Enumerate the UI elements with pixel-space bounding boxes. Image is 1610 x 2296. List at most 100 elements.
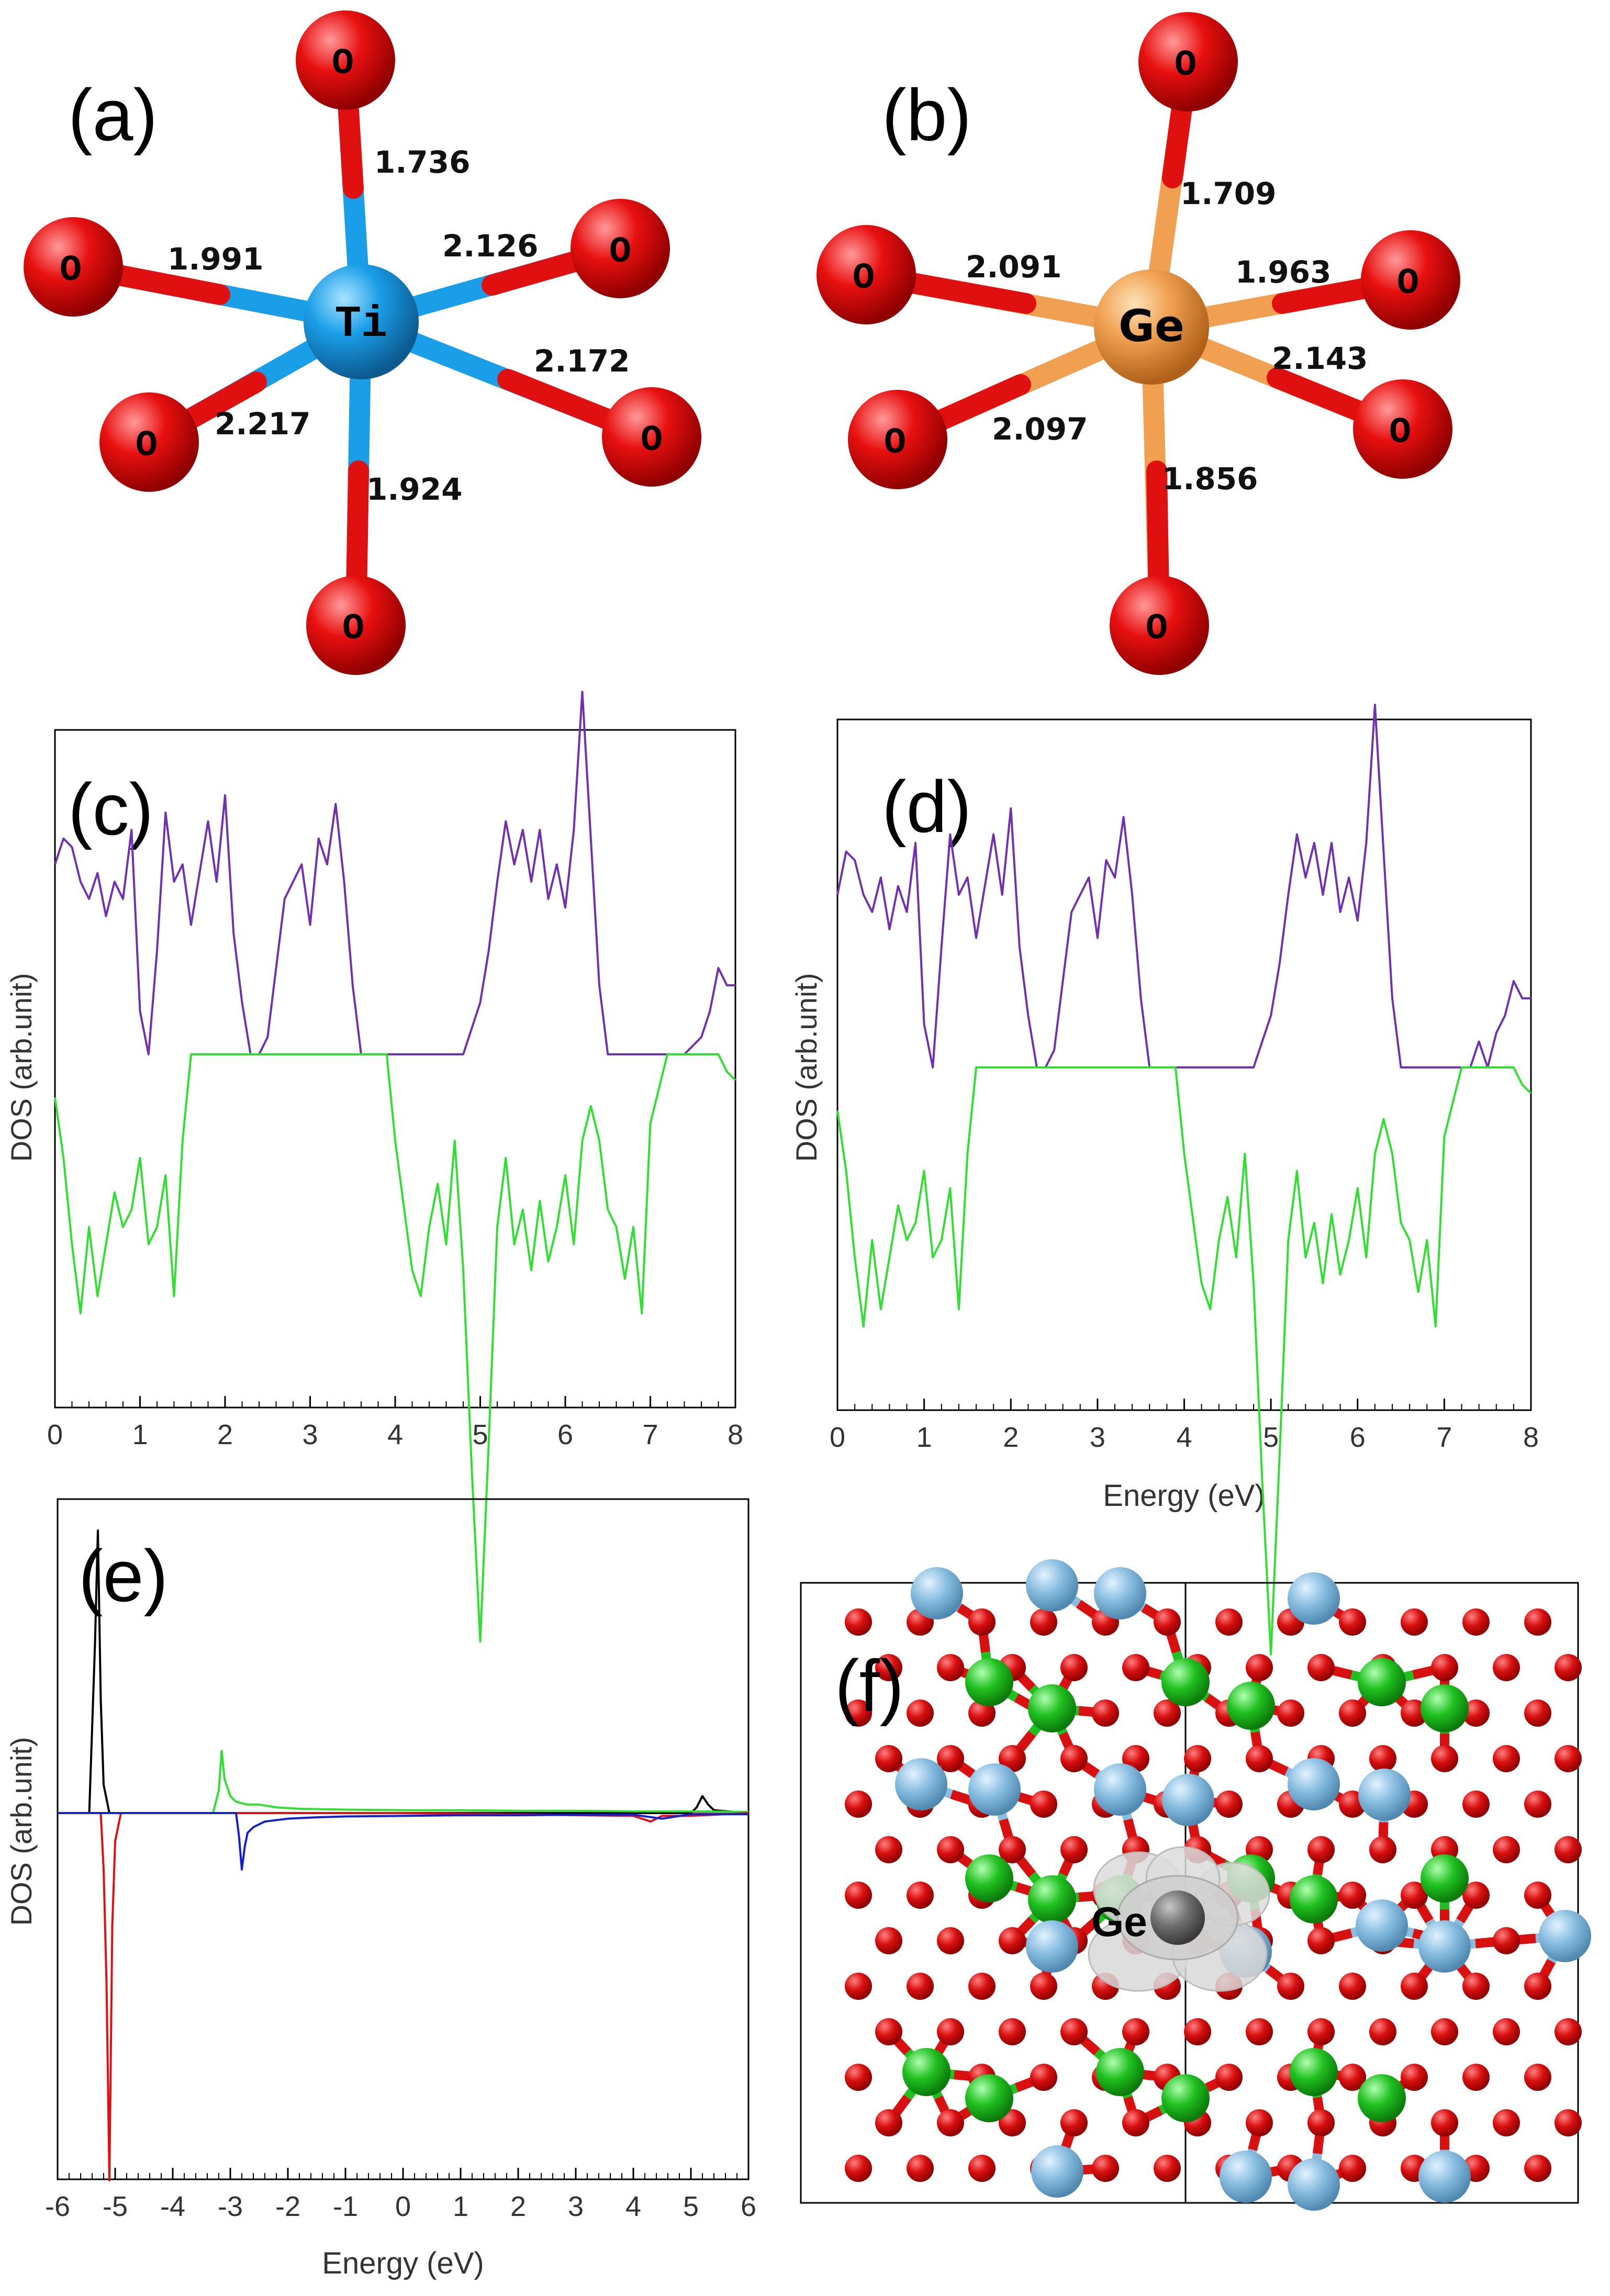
oxygen-atom	[1462, 1973, 1490, 2000]
oxygen-atom	[1092, 2155, 1119, 2182]
titanium-atom	[1356, 1899, 1408, 1952]
y-axis-label: DOS (arb.unit)	[5, 1737, 38, 1926]
oxygen-atom: O	[602, 387, 701, 487]
oxygen-atom	[875, 1745, 902, 1772]
svg-text:Ti: Ti	[335, 300, 388, 350]
oxygen-atom	[937, 1745, 964, 1772]
oxygen-atom	[1215, 1791, 1243, 1818]
oxygen-atom	[907, 1973, 934, 2000]
panel-a-atoms: O O O O O O Ti	[24, 10, 701, 675]
x-tick-label: 1	[132, 1419, 148, 1450]
x-tick-label: 5	[683, 2191, 699, 2222]
oxygen-atom	[1369, 2018, 1396, 2045]
green-cation-atom	[965, 1658, 1013, 1706]
oxygen-atom	[845, 1882, 872, 1909]
oxygen-atom	[1246, 1745, 1273, 1772]
oxygen-atom	[845, 2064, 872, 2091]
oxygen-atom: O	[1361, 230, 1460, 330]
oxygen-atom	[1462, 2064, 1490, 2091]
x-tick-label: 2	[217, 1419, 233, 1450]
x-tick-label: 8	[728, 1419, 743, 1450]
x-tick-label: -2	[275, 2191, 300, 2222]
oxygen-atom	[875, 2018, 902, 2045]
titanium-atom	[1288, 2158, 1340, 2211]
bond-length-label: 1.736	[374, 144, 470, 180]
oxygen-atom	[1431, 1654, 1458, 1681]
oxygen-atom	[1030, 2064, 1057, 2091]
oxygen-atom	[1431, 1745, 1458, 1772]
oxygen-atom: O	[817, 225, 916, 324]
titanium-atom	[1418, 2151, 1471, 2203]
oxygen-atom: O	[571, 199, 670, 298]
x-tick-label: 4	[387, 1419, 403, 1450]
oxygen-atom	[1060, 1836, 1088, 1863]
plot-series	[836, 704, 1532, 1656]
green-cation-atom	[1358, 2074, 1406, 2122]
oxygen-atom	[1339, 1608, 1366, 1636]
oxygen-atom	[1524, 2064, 1551, 2091]
bond-length-label: 2.091	[966, 249, 1061, 285]
green-cation-atom	[1096, 2048, 1144, 2096]
x-tick-label: 8	[1523, 1422, 1539, 1453]
titanium-atom	[1162, 1774, 1214, 1826]
green-cation-atom	[1421, 1684, 1469, 1732]
x-tick-label: 3	[568, 2191, 584, 2222]
oxygen-atom	[1307, 1836, 1335, 1863]
bond-length-label: 2.126	[442, 228, 538, 264]
panel-f-label: (f)	[835, 1645, 904, 1727]
x-tick-label: -3	[218, 2191, 243, 2222]
green-cation-atom	[1028, 1684, 1076, 1732]
green-cation-atom	[1290, 2048, 1338, 2096]
oxygen-atom	[907, 1700, 934, 1727]
bond-length-label: 2.143	[1272, 341, 1368, 376]
series-spin-down-1	[58, 1812, 749, 2181]
oxygen-atom	[1524, 2155, 1551, 2182]
bond-length-label: 2.097	[992, 411, 1088, 447]
oxygen-atom	[1184, 1745, 1211, 1772]
oxygen-atom	[1401, 1973, 1428, 2000]
titanium-atom	[968, 1763, 1021, 1816]
oxygen-atom	[999, 2018, 1026, 2045]
green-cation-atom	[1290, 1875, 1338, 1923]
oxygen-atom	[845, 2155, 872, 2182]
svg-text:O: O	[853, 258, 875, 299]
panel-f: (f) Ge	[800, 1559, 1591, 2211]
oxygen-atom	[999, 1745, 1026, 1772]
panel-b-atoms: O O O O O O Ge	[817, 12, 1460, 675]
oxygen-atom	[999, 1927, 1026, 1954]
svg-text:O: O	[342, 609, 364, 650]
titanium-atom	[911, 1567, 963, 1619]
oxygen-atom	[1524, 1973, 1551, 2000]
x-tick-label: 0	[830, 1422, 845, 1453]
oxygen-atom: O	[99, 392, 199, 492]
oxygen-atom: O	[296, 10, 395, 110]
oxygen-atom	[1431, 2109, 1458, 2136]
panel-b: (b) O O O O O O Ge 1.709 2.091	[817, 12, 1460, 675]
x-tick-label: 1	[453, 2191, 468, 2222]
oxygen-atom	[1307, 2018, 1335, 2045]
x-axis: -6 -5 -4 -3 -2 -1 0 1 2 3 4 5 6	[45, 2168, 756, 2222]
oxygen-atom	[907, 2155, 934, 2182]
svg-text:O: O	[641, 420, 663, 462]
oxygen-atom	[875, 2109, 902, 2136]
oxygen-atom	[875, 1654, 902, 1681]
bond-length-label: 1.924	[366, 471, 462, 507]
series-spin-down-2	[58, 1812, 748, 1871]
oxygen-atom	[1493, 2109, 1520, 2136]
oxygen-atom	[1431, 2018, 1458, 2045]
oxygen-atom	[1092, 1700, 1119, 1727]
x-tick-label: 7	[642, 1419, 658, 1450]
oxygen-atom	[1277, 1973, 1304, 2000]
panel-c: (c) DOS (arb.unit) 0 1 2 3 4 5 6 7 8	[5, 691, 743, 1642]
svg-text:O: O	[1146, 609, 1168, 650]
x-tick-label: -5	[103, 2191, 128, 2222]
panel-c-label: (c)	[68, 768, 153, 850]
oxygen-atom	[1307, 1654, 1335, 1681]
oxygen-atom	[1462, 1791, 1490, 1818]
oxygen-atom	[1524, 1791, 1551, 1818]
oxygen-atom	[968, 1700, 996, 1727]
titanium-atom	[1288, 1758, 1340, 1810]
x-tick-label: 4	[1176, 1422, 1192, 1453]
green-cation-atom	[1358, 1658, 1406, 1706]
oxygen-atom	[999, 1836, 1026, 1863]
